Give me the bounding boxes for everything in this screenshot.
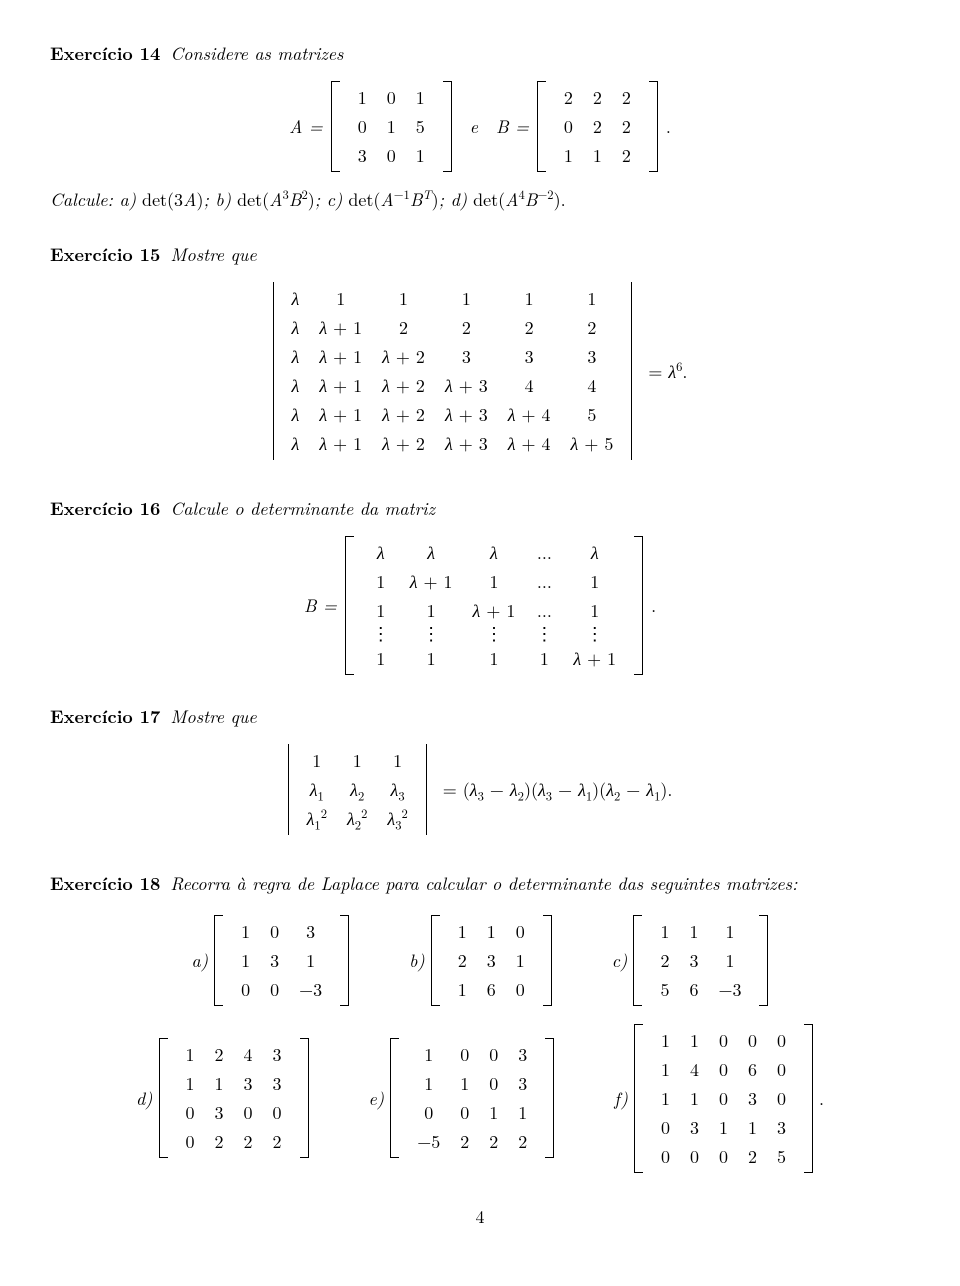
page-number: 4	[50, 1203, 910, 1230]
ex17-heading: Exercício 17	[50, 704, 160, 729]
matrix-option: b)110231160	[409, 915, 552, 1006]
ex18-intro: Recorra à regra de Laplace para calcular…	[170, 871, 797, 896]
ex14-matrices: A = 101015301 e B = 222022112 .	[50, 81, 910, 172]
ex17-rhs: = (λ3 − λ2)(λ3 − λ1)(λ2 − λ1).	[443, 776, 673, 803]
ex15-determinant: λ11111λλ + 12222λλ + 1λ + 2333λλ + 1λ + …	[50, 282, 910, 467]
matrix-option: a)10313100−3	[192, 915, 350, 1006]
vandermonde-body: 111 λ1λ2λ3 λ12λ22λ32	[297, 746, 418, 833]
ex15-heading: Exercício 15	[50, 242, 160, 267]
matrix-B16: λλλ...λ1λ + 11...111λ + 1...1⋮⋮⋮⋮⋮1111λ …	[345, 536, 643, 675]
matrix-A: 101015301	[331, 81, 452, 172]
ex15-rhs: = λ6.	[648, 358, 687, 385]
ex14-e: e	[470, 113, 478, 140]
matrix-option: d)1243113303000222	[136, 1024, 309, 1173]
ex14-calc: Calcule: a) det(3A); b) det(A3B2); c) de…	[50, 186, 910, 213]
matrix-option: c)11123156−3	[612, 915, 769, 1006]
exercise-16: Exercício 16 Calcule o determinante da m…	[50, 495, 910, 675]
ex14-intro: Considere as matrizes	[170, 41, 343, 66]
ex18-row1: a)10313100−3 b)110231160 c)11123156−3	[50, 915, 910, 1006]
det-matrix-17: 111 λ1λ2λ3 λ12λ22λ32	[288, 744, 427, 835]
ex14-heading: Exercício 14	[50, 41, 160, 66]
ex16-intro: Calcule o determinante da matriz	[170, 496, 435, 521]
matrix-option: e)100311030011−5222	[369, 1024, 555, 1173]
ex16-heading: Exercício 16	[50, 496, 160, 521]
ex15-intro: Mostre que	[170, 242, 256, 267]
ex14-A-label: A =	[289, 113, 323, 140]
ex14-period: .	[666, 113, 671, 140]
exercise-15: Exercício 15 Mostre que λ11111λλ + 12222…	[50, 241, 910, 467]
ex18-row2: d)1243113303000222 e)100311030011−5222 f)1…	[50, 1024, 910, 1173]
exercise-18: Exercício 18 Recorra à regra de Laplace …	[50, 870, 910, 1173]
ex14-B-label: B =	[496, 113, 529, 140]
matrix-B: 222022112	[537, 81, 658, 172]
ex17-intro: Mostre que	[170, 704, 256, 729]
ex18-heading: Exercício 18	[50, 871, 160, 896]
exercise-17: Exercício 17 Mostre que 111 λ1λ2λ3 λ12λ2…	[50, 703, 910, 842]
ex16-matrix: B = λλλ...λ1λ + 11...111λ + 1...1⋮⋮⋮⋮⋮11…	[50, 536, 910, 675]
ex17-determinant: 111 λ1λ2λ3 λ12λ22λ32 = (λ3 − λ2)(λ3 − λ1…	[50, 744, 910, 842]
matrix-option: f)1100014060110300311300025.	[614, 1024, 824, 1173]
ex16-B-label: B =	[304, 592, 337, 619]
ex16-period: .	[651, 592, 656, 619]
exercise-14: Exercício 14 Considere as matrizes A = 1…	[50, 40, 910, 213]
det-matrix-15: λ11111λλ + 12222λλ + 1λ + 2333λλ + 1λ + …	[273, 282, 633, 460]
